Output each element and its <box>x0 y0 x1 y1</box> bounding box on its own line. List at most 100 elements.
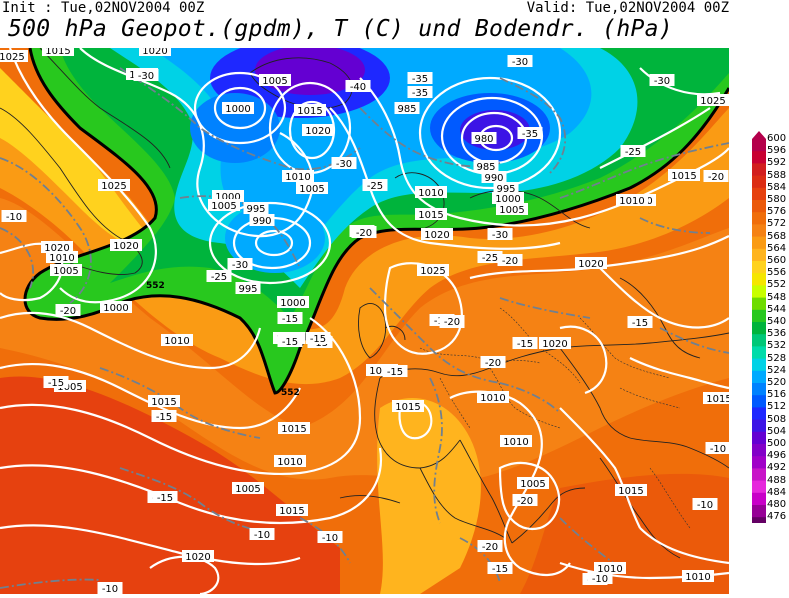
isobar-label-bg <box>243 202 269 214</box>
isotherm-label-bg <box>133 69 159 81</box>
isotherm-label: -15 <box>627 316 653 329</box>
colorbar-label: 552 <box>767 279 787 291</box>
isotherm-label-text: -10 <box>254 530 270 541</box>
colorbar-swatch <box>752 334 766 347</box>
isotherm-label-text: -40 <box>350 82 366 93</box>
isobar-label: 1025 <box>0 50 28 63</box>
isobar-label: 1010 <box>274 455 306 468</box>
colorbar-label: 532 <box>767 340 787 352</box>
isobar-label-text: 1015 <box>45 48 70 57</box>
isobar-label-text: 1000 <box>215 192 240 203</box>
isotherm-label-text: -15 <box>632 318 648 329</box>
isobar-label: 990 <box>249 214 275 227</box>
isobar-label-text: 995 <box>246 204 265 215</box>
isobar-label: 1010 <box>415 186 447 199</box>
colorbar-swatch <box>752 358 766 372</box>
isobar-label: 985 <box>394 102 420 115</box>
isobar-label-text: 1005 <box>299 184 324 195</box>
isobar-label-bg <box>41 241 73 253</box>
isobar-label-text: 1025 <box>0 52 25 63</box>
isobar-label-bg <box>668 169 700 181</box>
isobar-label-bg <box>0 50 28 62</box>
isotherm-label: -10 <box>1 210 27 223</box>
isotherm-label: -20 <box>439 315 465 328</box>
colorbar-label: 500 <box>767 438 787 449</box>
isobar-label-bg <box>98 179 130 191</box>
colorbar-label: 520 <box>767 377 787 388</box>
isobar-label: 1020 <box>41 241 73 254</box>
isobar-label-bg <box>492 192 524 204</box>
isobar-label: 1020 <box>139 48 171 57</box>
colorbar-swatch <box>752 395 766 408</box>
isotherm-label-text: -25 <box>367 181 383 192</box>
colorbar-swatch <box>752 212 766 225</box>
isotherm-label-bg <box>407 86 433 98</box>
isobar-label-text: 990 <box>484 173 503 184</box>
isotherm-label: -15 <box>43 376 69 389</box>
isobar-label: 1010 <box>616 194 648 207</box>
isotherm-label-bg <box>351 226 377 238</box>
isobar-label-bg <box>208 199 240 211</box>
colorbar-label: 584 <box>767 181 787 193</box>
geopot-label: 552 <box>146 281 165 291</box>
isotherm-label-bg <box>487 228 513 240</box>
isobar-label-text: 1015 <box>706 394 729 405</box>
colorbar-label: 508 <box>767 413 787 425</box>
isobar-label: 1015 <box>668 169 700 182</box>
isobar-label: 1020 <box>421 228 453 241</box>
map-labels: 1025101510101020100510001015102098598098… <box>0 48 729 594</box>
isotherm-label-text: -30 <box>138 71 154 82</box>
isotherm-label-bg <box>227 258 253 270</box>
isotherm-label-bg <box>507 55 533 67</box>
isobar-label-bg <box>161 334 193 346</box>
colorbar-label: 588 <box>767 169 787 181</box>
isobar-label-text: 1000 <box>495 194 520 205</box>
isotherm-label-bg <box>477 540 503 552</box>
isobar-label-text: 1020 <box>113 241 138 252</box>
isobar-label-bg <box>697 94 729 106</box>
colorbar-top-arrow <box>752 131 766 139</box>
isotherm-label: -10 <box>692 498 718 511</box>
colorbar-label: 488 <box>767 474 787 486</box>
isotherm-label-text: -30 <box>336 159 352 170</box>
isotherm-label-bg <box>703 170 729 182</box>
isotherm-label-text: -20 <box>356 228 372 239</box>
isobar-label-text: 1015 <box>279 506 304 517</box>
isotherm-label-bg <box>649 74 675 86</box>
colorbar-swatch <box>752 456 766 469</box>
isotherm-label-bg <box>151 410 177 422</box>
isotherm-label-bg <box>439 315 465 327</box>
isotherm-label-text: -35 <box>522 129 538 140</box>
colorbar-swatch <box>752 151 766 164</box>
isotherm-label-text: -15 <box>492 564 508 575</box>
coastlines <box>0 48 729 559</box>
colorbar-swatch <box>752 492 766 506</box>
isobar-label-text: 1005 <box>520 479 545 490</box>
isobar-label-text: 1015 <box>671 171 696 182</box>
isobar-label: 1005 <box>208 199 240 212</box>
isotherm-label: -25 <box>362 179 388 192</box>
isobar-label: 1015 <box>615 484 647 497</box>
isobar-label-bg <box>575 257 607 269</box>
isobar-label: 1020 <box>302 124 334 137</box>
isobars <box>0 48 729 594</box>
isobar-label-text: 1010 <box>277 457 302 468</box>
isotherm-label: -10 <box>317 531 343 544</box>
isotherm-label-bg <box>382 365 408 377</box>
colorbar-label: 496 <box>767 450 787 462</box>
isobar-label: 1000 <box>492 192 524 205</box>
isotherm-label-text: -20 <box>517 496 533 507</box>
isotherm-label-text: -10 <box>6 212 22 223</box>
isobar-label-bg <box>477 391 509 403</box>
isobar-label-bg <box>110 239 142 251</box>
colorbar-label: 556 <box>767 267 787 279</box>
isotherm-label-bg <box>517 127 543 139</box>
colorbar-swatch <box>752 248 766 262</box>
isotherm-label-text: -35 <box>412 88 428 99</box>
isotherm-label: -25 <box>206 270 232 283</box>
colorbar-swatch <box>752 285 766 299</box>
isobar-label-bg <box>46 251 78 263</box>
isobar-label: 1015 <box>294 104 326 117</box>
isobar-label-text: 1015 <box>151 397 176 408</box>
isobar-label-text: 1010 <box>503 437 528 448</box>
